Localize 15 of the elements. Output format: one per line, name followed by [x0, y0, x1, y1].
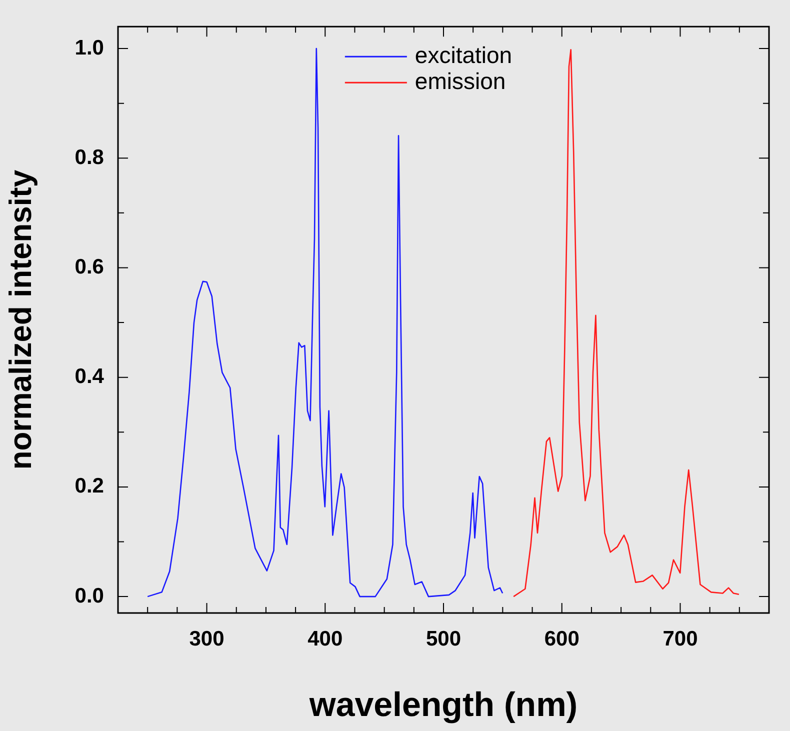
y-tick-label: 0.8: [74, 146, 104, 169]
y-axis-title: normalized intensity: [3, 169, 38, 470]
y-tick-label: 1.0: [74, 36, 104, 60]
x-tick-label: 600: [544, 627, 580, 650]
legend-label: emission: [414, 68, 506, 94]
y-tick-label: 0.0: [74, 584, 104, 608]
y-tick-label: 0.4: [74, 365, 104, 388]
x-tick-label: 500: [426, 627, 462, 650]
x-tick-label: 700: [662, 627, 698, 650]
x-tick-label: 400: [308, 627, 343, 650]
y-tick-label: 0.2: [74, 474, 104, 498]
x-axis-title: wavelength (nm): [308, 686, 578, 724]
legend-label: excitation: [414, 42, 512, 68]
y-tick-label: 0.6: [74, 256, 104, 279]
x-tick-label: 300: [189, 627, 224, 650]
